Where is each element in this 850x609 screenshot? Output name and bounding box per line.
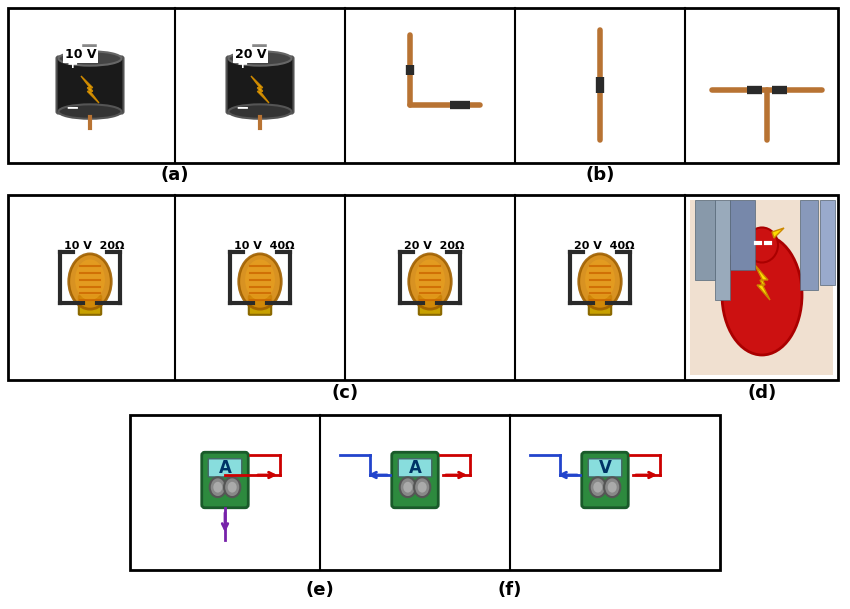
Ellipse shape — [417, 482, 427, 493]
Text: V: V — [598, 459, 611, 477]
Ellipse shape — [224, 477, 241, 497]
FancyBboxPatch shape — [588, 459, 621, 477]
Polygon shape — [251, 76, 269, 103]
Bar — [695, 200, 715, 280]
Polygon shape — [755, 265, 770, 300]
FancyBboxPatch shape — [399, 459, 432, 477]
FancyBboxPatch shape — [201, 452, 248, 508]
Ellipse shape — [245, 259, 275, 300]
Text: 10 V  20Ω: 10 V 20Ω — [65, 241, 125, 251]
FancyBboxPatch shape — [79, 296, 101, 315]
Ellipse shape — [239, 254, 281, 309]
Text: 20 V  20Ω: 20 V 20Ω — [405, 241, 465, 251]
Ellipse shape — [414, 477, 430, 497]
FancyBboxPatch shape — [392, 452, 439, 508]
Text: (e): (e) — [306, 581, 334, 599]
Text: −: − — [235, 100, 249, 116]
Bar — [800, 200, 818, 290]
Bar — [730, 200, 755, 270]
Bar — [715, 200, 730, 300]
Polygon shape — [772, 228, 784, 238]
Bar — [8, 195, 838, 380]
Ellipse shape — [722, 235, 802, 355]
Ellipse shape — [746, 228, 778, 262]
Ellipse shape — [608, 482, 617, 493]
Bar — [130, 415, 720, 570]
Text: +: + — [236, 57, 248, 71]
Text: A: A — [218, 459, 231, 477]
Ellipse shape — [585, 259, 615, 300]
Ellipse shape — [593, 482, 603, 493]
FancyBboxPatch shape — [208, 459, 241, 477]
Ellipse shape — [75, 259, 105, 300]
Ellipse shape — [604, 477, 620, 497]
Ellipse shape — [400, 477, 416, 497]
Text: (b): (b) — [586, 166, 615, 184]
Ellipse shape — [403, 482, 412, 493]
Text: 20 V: 20 V — [235, 48, 266, 62]
Ellipse shape — [579, 254, 621, 309]
Ellipse shape — [213, 482, 223, 493]
Ellipse shape — [59, 51, 122, 66]
FancyBboxPatch shape — [56, 57, 123, 113]
Ellipse shape — [415, 259, 445, 300]
Polygon shape — [81, 76, 99, 103]
Ellipse shape — [228, 482, 236, 493]
Ellipse shape — [590, 477, 606, 497]
Bar — [690, 200, 833, 375]
Text: 20 V  40Ω: 20 V 40Ω — [575, 241, 635, 251]
FancyBboxPatch shape — [581, 452, 628, 508]
Text: −: − — [65, 100, 79, 116]
Text: (d): (d) — [747, 384, 777, 402]
Text: (c): (c) — [332, 384, 359, 402]
Bar — [8, 8, 838, 163]
Text: 10 V: 10 V — [65, 48, 96, 62]
Text: (f): (f) — [498, 581, 522, 599]
Polygon shape — [740, 228, 752, 238]
Ellipse shape — [229, 51, 292, 66]
Ellipse shape — [229, 104, 292, 119]
Text: A: A — [409, 459, 422, 477]
Text: +: + — [66, 57, 78, 71]
FancyBboxPatch shape — [419, 296, 441, 315]
Bar — [820, 200, 835, 285]
FancyBboxPatch shape — [249, 296, 271, 315]
Text: 10 V  40Ω: 10 V 40Ω — [235, 241, 295, 251]
FancyBboxPatch shape — [589, 296, 611, 315]
Ellipse shape — [69, 254, 111, 309]
Ellipse shape — [59, 104, 122, 119]
Ellipse shape — [409, 254, 451, 309]
FancyBboxPatch shape — [226, 57, 293, 113]
Text: (a): (a) — [161, 166, 190, 184]
Ellipse shape — [210, 477, 226, 497]
